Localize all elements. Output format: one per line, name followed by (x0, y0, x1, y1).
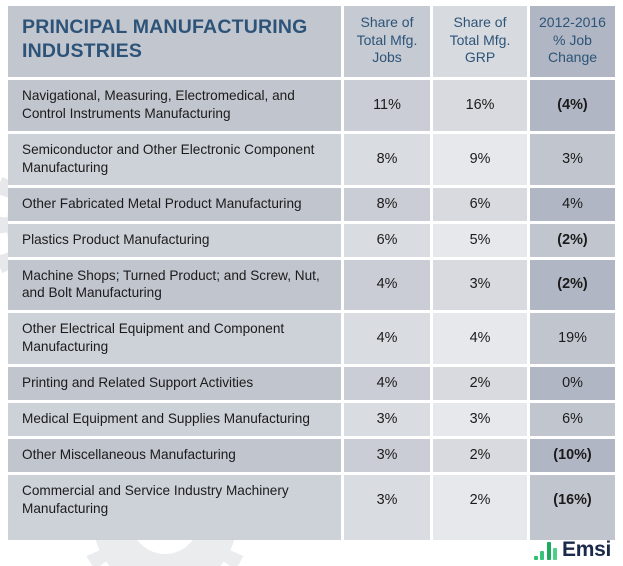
table-row: Medical Equipment and Supplies Manufactu… (8, 403, 615, 440)
table-row: Commercial and Service Industry Machiner… (8, 475, 615, 526)
industry-name-cell: Other Electrical Equipment and Component… (8, 313, 344, 368)
industry-name-cell: Medical Equipment and Supplies Manufactu… (8, 403, 344, 440)
manufacturing-industries-table-wrapper: PRINCIPAL MANUFACTURING INDUSTRIES Share… (8, 6, 615, 540)
share-total-mfg-grp-cell: 3% (433, 403, 530, 440)
share-total-mfg-jobs-cell: 8% (344, 133, 433, 188)
job-change-cell: (2%) (530, 223, 615, 260)
share-total-mfg-jobs-cell: 3% (344, 475, 433, 526)
page-title: PRINCIPAL MANUFACTURING INDUSTRIES (22, 16, 308, 62)
logo-bar-2 (540, 551, 544, 560)
share-total-mfg-grp-cell: 5% (433, 223, 530, 260)
bar-chart-icon (533, 542, 557, 560)
filler-jobs-cell (344, 525, 433, 540)
share-total-mfg-grp-cell: 2% (433, 367, 530, 404)
industry-name-cell: Semiconductor and Other Electronic Compo… (8, 133, 344, 188)
job-change-cell: 6% (530, 403, 615, 440)
industry-name-cell: Commercial and Service Industry Machiner… (8, 475, 344, 526)
industry-name-cell: Navigational, Measuring, Electromedical,… (8, 79, 344, 134)
share-total-mfg-jobs-cell: 11% (344, 79, 433, 134)
share-total-mfg-grp-cell: 2% (433, 475, 530, 526)
industry-name-cell: Machine Shops; Turned Product; and Screw… (8, 259, 344, 314)
table-row: Other Electrical Equipment and Component… (8, 313, 615, 368)
share-total-mfg-grp-cell: 6% (433, 187, 530, 224)
share-total-mfg-jobs-cell: 8% (344, 187, 433, 224)
manufacturing-industries-table: PRINCIPAL MANUFACTURING INDUSTRIES Share… (8, 6, 615, 526)
industry-name-cell: Other Fabricated Metal Product Manufactu… (8, 187, 344, 224)
industry-name-cell: Plastics Product Manufacturing (8, 223, 344, 260)
job-change-cell: (16%) (530, 475, 615, 526)
job-change-cell: 0% (530, 367, 615, 404)
table-row: Plastics Product Manufacturing 6% 5% (2%) (8, 223, 615, 260)
share-total-mfg-grp-cell: 4% (433, 313, 530, 368)
table-row: Other Miscellaneous Manufacturing 3% 2% (10… (8, 439, 615, 476)
job-change-cell: (2%) (530, 259, 615, 314)
job-change-cell: (10%) (530, 439, 615, 476)
industry-name-cell: Other Miscellaneous Manufacturing (8, 439, 344, 476)
share-total-mfg-jobs-cell: 4% (344, 313, 433, 368)
table-header-row: PRINCIPAL MANUFACTURING INDUSTRIES Share… (8, 6, 615, 80)
table-row: Semiconductor and Other Electronic Compo… (8, 133, 615, 188)
table-body: Navigational, Measuring, Electromedical,… (8, 79, 615, 526)
industry-name-cell: Printing and Related Support Activities (8, 367, 344, 404)
share-total-mfg-grp-cell: 9% (433, 133, 530, 188)
table-row: Other Fabricated Metal Product Manufactu… (8, 187, 615, 224)
column-header-share-total-mfg-grp: Share of Total Mfg. GRP (433, 6, 530, 80)
job-change-cell: 19% (530, 313, 615, 368)
table-row: Machine Shops; Turned Product; and Screw… (8, 259, 615, 314)
logo-bar-3 (546, 542, 551, 560)
column-header-job-change-2012-2016: 2012-2016 % Job Change (530, 6, 615, 80)
share-total-mfg-jobs-cell: 3% (344, 439, 433, 476)
table-header: PRINCIPAL MANUFACTURING INDUSTRIES Share… (8, 6, 615, 80)
table-row: Navigational, Measuring, Electromedical,… (8, 79, 615, 134)
share-total-mfg-jobs-cell: 4% (344, 367, 433, 404)
job-change-cell: 3% (530, 133, 615, 188)
share-total-mfg-grp-cell: 2% (433, 439, 530, 476)
page-title-cell: PRINCIPAL MANUFACTURING INDUSTRIES (8, 6, 344, 80)
emsi-logo: Emsi (533, 538, 611, 562)
logo-bar-4 (553, 548, 557, 560)
filler-change-cell (530, 525, 615, 540)
table-bottom-filler (8, 525, 615, 540)
filler-grp-cell (433, 525, 530, 540)
share-total-mfg-grp-cell: 3% (433, 259, 530, 314)
share-total-mfg-jobs-cell: 3% (344, 403, 433, 440)
logo-wordmark: Emsi (562, 538, 611, 562)
share-total-mfg-grp-cell: 16% (433, 79, 530, 134)
job-change-cell: 4% (530, 187, 615, 224)
job-change-cell: (4%) (530, 79, 615, 134)
share-total-mfg-jobs-cell: 4% (344, 259, 433, 314)
table-row: Printing and Related Support Activities 4… (8, 367, 615, 404)
filler-label-cell (8, 525, 344, 540)
logo-bar-1 (533, 556, 538, 560)
column-header-share-total-mfg-jobs: Share of Total Mfg. Jobs (344, 6, 433, 80)
share-total-mfg-jobs-cell: 6% (344, 223, 433, 260)
